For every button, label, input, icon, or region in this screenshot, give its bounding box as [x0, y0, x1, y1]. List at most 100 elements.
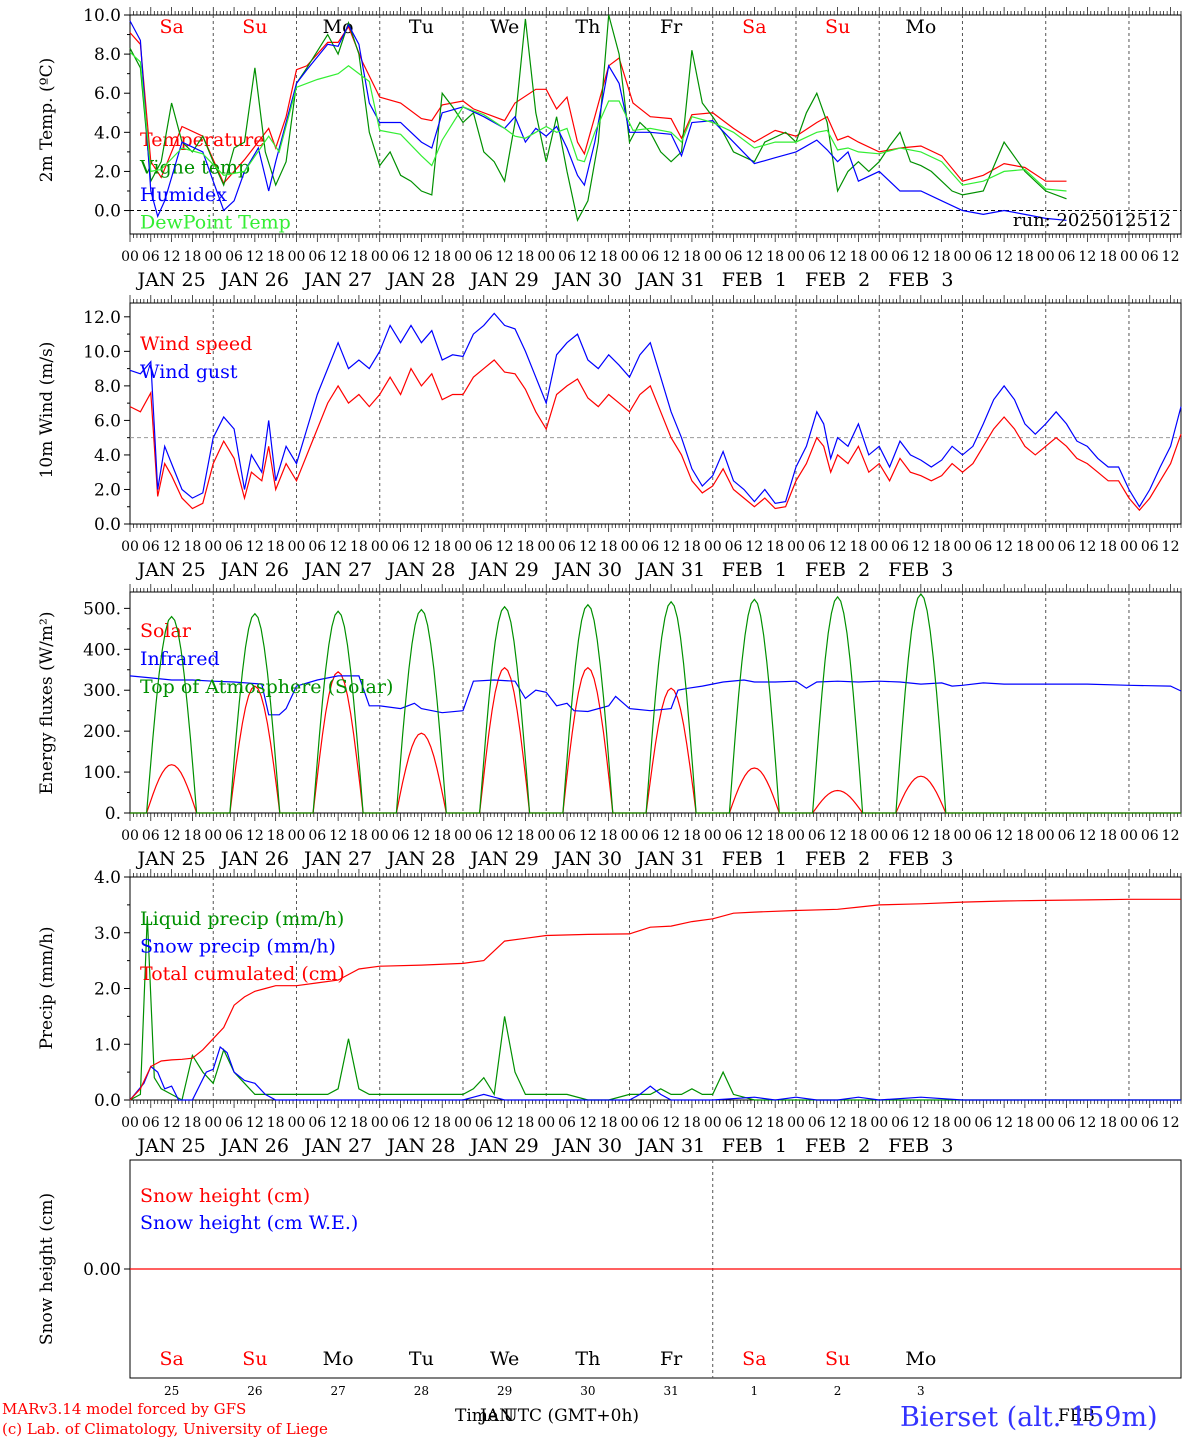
hour-tick-label: 06 — [392, 1115, 410, 1131]
hour-tick-label: 06 — [308, 1115, 326, 1131]
day-label: JAN 29 — [469, 269, 539, 291]
hour-tick-label: 00 — [454, 249, 472, 265]
hour-tick-label: 00 — [870, 1115, 888, 1131]
hour-tick-label: 12 — [745, 249, 763, 265]
hour-tick-label: 00 — [787, 828, 805, 844]
hour-tick-label: 06 — [558, 1115, 576, 1131]
hour-tick-label: 12 — [995, 249, 1013, 265]
hour-tick-label: 06 — [1141, 1115, 1159, 1131]
day-label: JAN 27 — [302, 559, 372, 581]
hour-tick-label: 12 — [329, 249, 347, 265]
hour-tick-label: 18 — [1016, 1115, 1034, 1131]
day-label: JAN 28 — [385, 848, 455, 870]
hour-tick-label: 12 — [246, 539, 264, 555]
hour-tick-label: 06 — [891, 539, 909, 555]
hour-tick-label: 00 — [537, 1115, 555, 1131]
hour-tick-label: 18 — [267, 539, 285, 555]
hour-tick-label: 06 — [641, 828, 659, 844]
hour-tick-label: 06 — [641, 539, 659, 555]
day-label: FEB 3 — [888, 559, 953, 581]
series-line-dewpoint-temp — [129, 51, 1067, 192]
day-label: JAN 31 — [635, 269, 705, 291]
hour-tick-label: 00 — [371, 1115, 389, 1131]
y-tick-label: 100. — [83, 763, 121, 783]
hour-tick-label: 00 — [288, 1115, 306, 1131]
hour-tick-label: 00 — [1037, 1115, 1055, 1131]
hour-tick-label: 00 — [371, 539, 389, 555]
hour-tick-label: 06 — [974, 828, 992, 844]
hour-tick-label: 12 — [912, 249, 930, 265]
hour-tick-label: 12 — [1078, 828, 1096, 844]
hour-tick-label: 18 — [433, 828, 451, 844]
hour-tick-label: 06 — [142, 539, 160, 555]
hour-tick-label: 12 — [995, 539, 1013, 555]
day-label: JAN 31 — [635, 559, 705, 581]
hour-tick-label: 00 — [121, 828, 139, 844]
day-of-week-label: Mo — [905, 16, 936, 38]
hour-tick-label: 18 — [1016, 249, 1034, 265]
y-tick-label: 0.0 — [94, 202, 121, 222]
hour-tick-label: 06 — [1141, 539, 1159, 555]
y-tick-label: 4.0 — [94, 446, 121, 466]
day-label: JAN 28 — [385, 269, 455, 291]
day-number-label: 29 — [497, 1384, 512, 1398]
y-tick-label: 3.0 — [94, 924, 121, 944]
meteogram-chart: 0.02.04.06.08.010.02m Temp. (ºC)00 06 12 18… — [37, 6, 1182, 1398]
hour-tick-label: 00 — [621, 1115, 639, 1131]
plot-frame — [129, 302, 1182, 525]
hour-tick-label: 12 — [329, 1115, 347, 1131]
y-tick-label: 6.0 — [94, 84, 121, 104]
day-label: FEB 3 — [888, 848, 953, 870]
hour-tick-label: 18 — [350, 249, 368, 265]
day-of-week-label: Fr — [660, 16, 683, 38]
hour-tick-label: 00 — [537, 249, 555, 265]
hour-tick-label: 18 — [850, 828, 868, 844]
day-label: JAN 26 — [219, 848, 289, 870]
y-tick-label: 200. — [83, 722, 121, 742]
hour-tick-label: 12 — [1162, 249, 1180, 265]
hour-tick-label: 12 — [412, 249, 430, 265]
hour-tick-label: 06 — [225, 828, 243, 844]
series-line-temperature — [129, 25, 1067, 185]
hour-tick-label: 18 — [850, 1115, 868, 1131]
y-axis-label: Precip (mm/h) — [37, 926, 57, 1049]
hour-tick-label: 12 — [579, 249, 597, 265]
hour-tick-label: 00 — [371, 828, 389, 844]
hour-tick-label: 00 — [204, 539, 222, 555]
hour-tick-label: 06 — [142, 828, 160, 844]
hour-tick-label: 12 — [995, 1115, 1013, 1131]
day-of-week-label: Sa — [159, 1348, 183, 1370]
plot-frame — [129, 14, 1182, 235]
y-tick-label: 10.0 — [83, 342, 121, 362]
hour-tick-label: 12 — [496, 539, 514, 555]
y-tick-label: 8.0 — [94, 45, 121, 65]
day-label: JAN 29 — [469, 1135, 539, 1157]
day-label: FEB 2 — [805, 269, 870, 291]
hour-tick-label: 18 — [433, 539, 451, 555]
legend-entry: Wind gust — [140, 361, 238, 383]
hour-tick-label: 18 — [350, 828, 368, 844]
hour-tick-label: 00 — [621, 539, 639, 555]
hour-tick-label: 18 — [933, 249, 951, 265]
hour-tick-label: 18 — [683, 539, 701, 555]
hour-tick-label: 06 — [891, 249, 909, 265]
day-label: FEB 1 — [722, 559, 787, 581]
hour-tick-label: 12 — [662, 1115, 680, 1131]
hour-tick-label: 00 — [204, 828, 222, 844]
day-label: FEB 2 — [805, 1135, 870, 1157]
hour-tick-label: 06 — [558, 539, 576, 555]
day-label: JAN 26 — [219, 559, 289, 581]
day-of-week-label: We — [490, 16, 519, 38]
series-line-total-cumulated-cm — [129, 898, 1181, 1101]
hour-tick-label: 12 — [579, 828, 597, 844]
hour-tick-label: 12 — [745, 828, 763, 844]
hour-tick-label: 18 — [267, 249, 285, 265]
hour-tick-label: 18 — [350, 1115, 368, 1131]
day-label: JAN 27 — [302, 1135, 372, 1157]
hour-tick-label: 06 — [641, 249, 659, 265]
hour-tick-label: 18 — [517, 249, 535, 265]
hour-tick-label: 00 — [454, 1115, 472, 1131]
hour-tick-label: 06 — [475, 249, 493, 265]
